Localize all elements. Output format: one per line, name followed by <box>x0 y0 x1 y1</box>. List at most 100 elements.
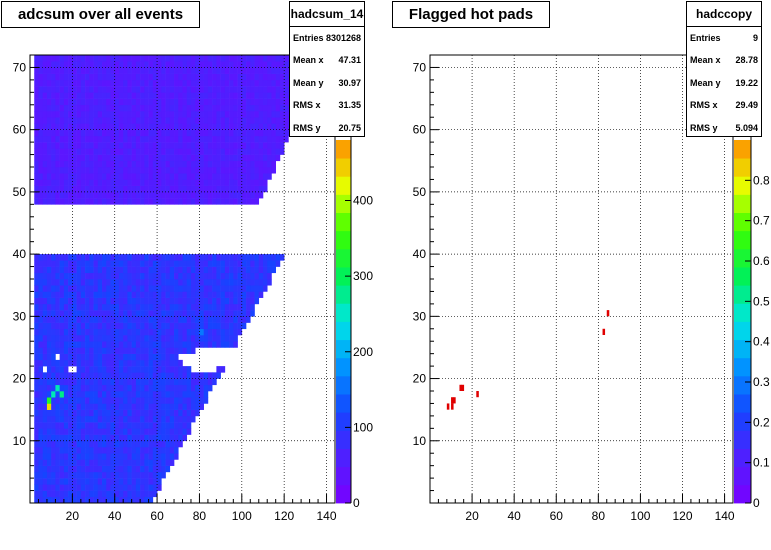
heatmap-cell <box>72 142 77 149</box>
heatmap-cell <box>165 135 171 143</box>
heatmap-cell <box>72 409 77 417</box>
heatmap-cell <box>135 415 141 423</box>
heatmap-cell <box>199 372 204 379</box>
heatmap-cell <box>85 428 90 435</box>
heatmap-cell <box>258 167 264 174</box>
heatmap-cell <box>38 111 44 118</box>
heatmap-cell <box>114 434 120 442</box>
heatmap-cell <box>106 123 111 130</box>
heatmap-cell <box>275 61 281 68</box>
heatmap-cell <box>178 291 183 298</box>
heatmap-cell <box>267 79 272 87</box>
heatmap-cell <box>178 409 183 417</box>
heatmap-cell <box>199 391 204 398</box>
heatmap-cell <box>212 123 217 130</box>
heatmap-cell <box>34 465 39 473</box>
heatmap-cell <box>135 447 141 454</box>
heatmap-cell <box>63 67 69 74</box>
heatmap-cell <box>76 73 82 81</box>
heatmap-cell <box>203 129 209 137</box>
heatmap-cell <box>123 142 128 149</box>
heatmap-cell <box>63 384 69 392</box>
heatmap-cell <box>169 428 175 435</box>
heatmap-cell <box>152 440 158 448</box>
heatmap-cell <box>174 447 179 454</box>
heatmap-cell <box>220 322 226 330</box>
heatmap-cell <box>110 316 116 323</box>
heatmap-cell <box>258 291 264 298</box>
heatmap-cell <box>152 285 158 292</box>
heatmap-cell <box>190 73 196 81</box>
heatmap-cell <box>38 86 44 93</box>
palette-swatch <box>734 394 751 413</box>
heatmap-cell <box>76 422 82 429</box>
heatmap-cell <box>55 496 60 504</box>
heatmap-cell <box>76 154 82 162</box>
heatmap-cell <box>161 98 166 106</box>
heatmap-cell <box>140 148 145 155</box>
heatmap-cell <box>165 434 171 442</box>
heatmap-cell <box>165 129 171 137</box>
stats-value: 20.75 <box>338 122 361 133</box>
heatmap-cell <box>195 55 200 62</box>
heatmap-cell <box>152 409 158 417</box>
heatmap-cell <box>97 167 103 174</box>
heatmap-cell <box>258 279 264 286</box>
heatmap-cell <box>72 148 77 155</box>
heatmap-cell <box>93 191 99 199</box>
heatmap-cell <box>46 79 52 87</box>
heatmap-cell <box>89 335 94 342</box>
heatmap-cell <box>42 167 48 174</box>
heatmap-cell <box>102 73 107 81</box>
heatmap-cell <box>106 397 111 404</box>
heatmap-cell <box>55 403 60 410</box>
heatmap-cell <box>102 397 107 404</box>
heatmap-cell <box>80 496 86 504</box>
heatmap-cell <box>186 198 192 205</box>
heatmap-cell <box>220 179 226 186</box>
heatmap-cell <box>165 198 171 205</box>
heatmap-cell <box>68 428 73 435</box>
heatmap-cell <box>207 111 213 118</box>
heatmap-cell <box>46 415 52 423</box>
heatmap-cell <box>182 285 188 292</box>
heatmap-cell <box>106 303 111 311</box>
heatmap-cell <box>46 55 52 62</box>
heatmap-cell <box>93 422 99 429</box>
heatmap-cell <box>148 372 154 379</box>
heatmap-cell <box>135 428 141 435</box>
heatmap-cell <box>102 135 107 143</box>
heatmap-cell <box>68 285 73 292</box>
heatmap-cell <box>161 378 166 386</box>
heatmap-cell <box>216 341 221 348</box>
heatmap-cell <box>123 272 128 280</box>
heatmap-cell <box>190 272 196 280</box>
heatmap-cell <box>127 403 132 410</box>
heatmap-cell <box>131 279 137 286</box>
y-tick-label: 20 <box>13 372 27 386</box>
heatmap-cell <box>135 359 141 367</box>
heatmap-cell <box>42 279 48 286</box>
stats-value: 47.31 <box>338 55 361 66</box>
heatmap-cell <box>76 86 82 93</box>
heatmap-cell <box>157 92 162 99</box>
heatmap-cell <box>165 347 171 354</box>
heatmap-cell <box>161 303 166 311</box>
heatmap-cell <box>51 366 56 373</box>
heatmap-cell <box>127 372 132 379</box>
heatmap-cell <box>178 440 183 448</box>
heatmap-cell <box>224 86 230 93</box>
heatmap-cell <box>46 185 52 193</box>
heatmap-cell <box>102 86 107 93</box>
heatmap-cell <box>190 142 196 149</box>
heatmap-cell <box>174 104 179 112</box>
heatmap-cell <box>106 55 111 62</box>
heatmap-cell <box>72 303 77 311</box>
heatmap-cell <box>216 285 221 292</box>
heatmap-cell <box>186 279 192 286</box>
heatmap-cell <box>55 98 60 106</box>
heatmap-cell <box>127 98 132 106</box>
heatmap-cell <box>262 111 268 118</box>
heatmap-cell <box>106 391 111 398</box>
heatmap-cell <box>165 465 171 473</box>
